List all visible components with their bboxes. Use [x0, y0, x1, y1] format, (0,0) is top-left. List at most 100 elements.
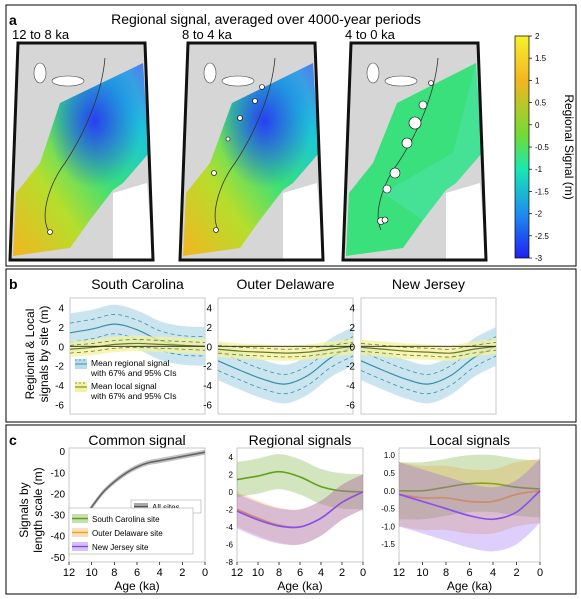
map-lake [33, 62, 47, 84]
map-lake [366, 62, 380, 84]
colorbar-tick-label: -1 [535, 165, 543, 174]
series-mean-line [217, 345, 354, 354]
map-site-marker [237, 115, 243, 121]
series-line [398, 490, 541, 521]
legend-label: All sites [152, 503, 180, 512]
legend-box [68, 507, 194, 555]
y-tick-label: -6 [346, 400, 355, 411]
x-tick-label: 2 [339, 567, 345, 579]
y-tick-label: -40 [51, 532, 66, 543]
y-tick-label: -4 [203, 381, 212, 392]
x-tick-label: 6 [297, 567, 303, 579]
colorbar-tick-label: 0.5 [535, 99, 547, 108]
y-tick-label: 4 [229, 453, 234, 462]
x-tick-label: 2 [513, 567, 519, 579]
x-tick-label: 6 [466, 567, 472, 579]
x-tick-label: 12 [393, 567, 405, 579]
panel-a-title: Regional signal, averaged over 4000-year… [111, 11, 421, 27]
map-blue-anomaly [13, 63, 149, 256]
chart-title: Outer Delaware [236, 276, 334, 292]
y-tick-label: 0.0 [384, 487, 396, 496]
x-tick-label: 6 [134, 567, 140, 579]
map-site-marker [47, 229, 53, 235]
map-3: 4 to 0 ka [341, 27, 488, 262]
colorbar-tick-label: 0 [535, 121, 540, 130]
x-tick-label: 8 [111, 567, 117, 579]
y-tick-label: -4 [55, 381, 64, 392]
panel-b-letter: b [9, 276, 18, 292]
map-site-marker [428, 80, 434, 86]
x-tick-label: 4 [490, 567, 496, 579]
colorbar-label: Regional Signal (m) [562, 94, 576, 199]
x-axis-label: Age (ka) [447, 579, 492, 593]
chart-5: Regional signals 4 2 0 -2 -4 -6 -812 10 8 6 4 2 0 Age … [226, 432, 366, 593]
y-tick-label: -4 [226, 523, 234, 532]
panel-b-ylabel-line1: Regional & Local [23, 309, 37, 400]
map-no-data [113, 183, 153, 260]
map-lake [221, 75, 255, 87]
ci67-upper [69, 314, 206, 338]
legend-label: Outer Delaware site [92, 529, 163, 538]
map-site-marker [252, 98, 258, 104]
y-tick-label: -50 [51, 553, 66, 564]
y-tick-label: -2 [226, 505, 234, 514]
series-mean-line [217, 345, 354, 385]
map-site-marker [211, 170, 217, 176]
map-no-data [283, 183, 323, 260]
ci67-lower [360, 349, 497, 358]
chart-title: Common signal [88, 432, 185, 448]
legend-label: Mean local signal [91, 381, 157, 391]
y-tick-label: -6 [226, 540, 234, 549]
ci67-lower [360, 355, 497, 395]
map-1: 12 to 8 ka [8, 27, 155, 262]
panel-a-letter: a [9, 12, 17, 28]
map-lake [203, 62, 217, 84]
ci-band [399, 458, 540, 535]
y-tick-label: 0 [206, 342, 212, 353]
colorbar-tick-label: -2.5 [535, 232, 549, 241]
chart-1: South Carolina 4 2 0 -2 -4 -6 [55, 276, 206, 415]
ci67-upper [360, 336, 497, 375]
colorbar-tick-label: 2 [535, 32, 540, 41]
panel-b-ylabel-line2: signals by site (m) [37, 306, 51, 403]
y-tick-label: -2 [203, 362, 212, 373]
y-tick-label: 0 [229, 488, 234, 497]
map-label: 12 to 8 ka [12, 27, 70, 42]
panel-c-ylabel-line1: Signals by [17, 482, 31, 537]
map-2: 8 to 4 ka [178, 27, 325, 262]
y-tick-label: -6 [203, 400, 212, 411]
ci67-upper [217, 342, 354, 350]
colorbar-tick-label: -0.5 [535, 143, 549, 152]
y-tick-label: -2 [55, 362, 64, 373]
map-frame [8, 41, 155, 262]
ci95-band [218, 327, 353, 404]
y-tick-label: 0.5 [384, 469, 396, 478]
y-tick-label: 4 [349, 304, 355, 315]
series-line [398, 489, 541, 503]
y-tick-label: 2 [206, 323, 212, 334]
ci67-lower [217, 349, 354, 358]
chart-title: New Jersey [392, 276, 465, 292]
map-site-marker [381, 216, 389, 224]
panel-c-ylabel-line2: length scale (m) [31, 467, 45, 552]
map-label: 4 to 0 ka [345, 27, 396, 42]
x-tick-label: 0 [360, 567, 366, 579]
map-site-marker [389, 167, 401, 179]
x-tick-label: 4 [318, 567, 324, 579]
x-axis-label: Age (ka) [277, 579, 322, 593]
series-mean-line [69, 342, 206, 350]
map-sea-signal [383, 63, 482, 220]
plot-area [398, 447, 541, 563]
x-tick-label: 10 [416, 567, 428, 579]
map-site-marker [401, 137, 413, 149]
colorbar-tick-label: -1.5 [535, 187, 549, 196]
chart-title: South Carolina [91, 276, 184, 292]
ci67-upper [69, 339, 206, 346]
map-label: 8 to 4 ka [182, 27, 233, 42]
y-tick-label: -10 [51, 468, 66, 479]
x-tick-label: 10 [86, 567, 98, 579]
ci-band [237, 454, 363, 510]
legend-label: South Carolina site [92, 515, 160, 524]
